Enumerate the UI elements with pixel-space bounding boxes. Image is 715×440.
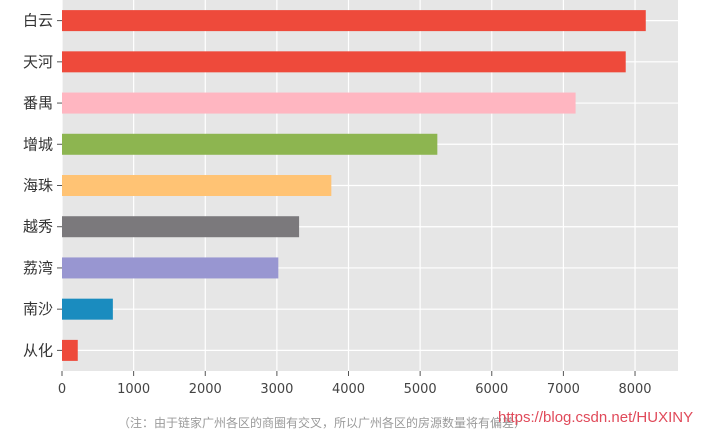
category-label: 白云 [23, 12, 53, 30]
category-label: 越秀 [23, 218, 53, 236]
x-tick-label: 0 [58, 382, 66, 397]
bar-4 [62, 175, 332, 196]
x-tick-label: 6000 [475, 382, 508, 397]
bar-3 [62, 133, 438, 155]
bar-8 [62, 339, 78, 361]
bar-5 [62, 216, 300, 238]
bars [62, 10, 646, 361]
x-tick-label: 3000 [260, 382, 293, 397]
x-tick-labels: 0 1000 2000 3000 4000 5000 6000 7000 8000 [58, 371, 652, 397]
x-tick-label: 4000 [332, 382, 365, 397]
chart-footnote: （注：由于链家广州各区的商圈有交叉，所以广州各区的房源数量将有偏差） [118, 416, 527, 430]
category-label: 从化 [23, 341, 53, 359]
bar-0 [62, 10, 646, 32]
category-label: 番禺 [23, 94, 53, 112]
category-label: 增城 [23, 135, 53, 153]
category-label: 南沙 [23, 300, 53, 318]
bar-6 [62, 257, 279, 279]
x-tick-label: 8000 [618, 382, 651, 397]
category-label: 天河 [23, 53, 53, 71]
category-label: 荔湾 [23, 259, 53, 277]
x-tick-label: 2000 [189, 382, 222, 397]
x-tick-label: 7000 [547, 382, 580, 397]
x-tick-label: 1000 [117, 382, 150, 397]
bar-2 [62, 92, 576, 114]
category-label: 海珠 [23, 177, 53, 195]
bar-7 [62, 298, 113, 320]
bar-1 [62, 51, 626, 73]
x-tick-label: 5000 [404, 382, 437, 397]
watermark-url: https://blog.csdn.net/HUXINY [498, 409, 694, 426]
